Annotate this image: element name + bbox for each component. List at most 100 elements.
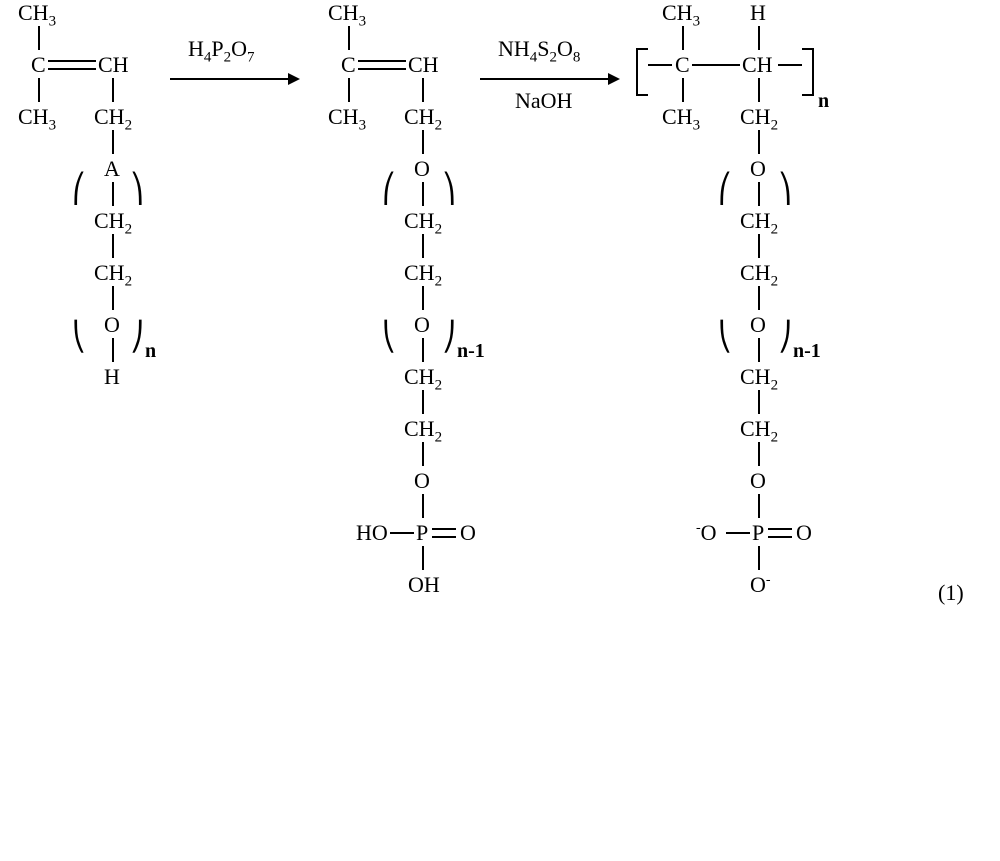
molA-CH: CH <box>98 52 129 78</box>
molC-O-right: O <box>796 520 812 546</box>
molB-bond-P-Or-2 <box>432 536 456 538</box>
molC-lbracket-bot <box>636 94 648 96</box>
molB-OH: OH <box>408 572 440 598</box>
molB-O-b: O <box>414 156 430 182</box>
molC-O-e: O <box>750 312 766 338</box>
molC-bond-CH2f-CH2g <box>758 390 760 414</box>
molC-bond-open-left <box>648 64 672 66</box>
molB-bond-CH3top-C <box>348 26 350 50</box>
arrow1-label-top: H4P2O7 <box>188 36 255 66</box>
equation-number: (1) <box>938 580 964 606</box>
molB-bond-CtoCH-1 <box>358 60 406 62</box>
molA-paren-top: ⎛ <box>72 172 86 206</box>
arrow2-label-bot: NaOH <box>515 88 572 114</box>
molA-C: C <box>31 52 46 78</box>
molC-H-top: H <box>750 0 766 26</box>
molA-bond-C-CH3mid <box>38 78 40 102</box>
molB-paren-top-l: ⎛ <box>382 172 396 206</box>
molC-outer-sub: n <box>818 90 829 113</box>
molC-bond-P-Or-2 <box>768 536 792 538</box>
molC-bond-CH2a-Ob <box>758 130 760 154</box>
molC-bond-P-Or-1 <box>768 528 792 530</box>
molB-bond-CH2f-CH2g <box>422 390 424 414</box>
molA-bond-CH-CH2a <box>112 78 114 102</box>
molC-bond-C-CH <box>692 64 740 66</box>
molC-bond-Htop-CH <box>758 26 760 50</box>
molA-bond-CH2c-O <box>112 286 114 310</box>
molC-bond-P-Ominusbot <box>758 546 760 570</box>
molC-rbracket-side <box>812 48 814 96</box>
molB-CH3-mid: CH3 <box>328 104 366 134</box>
molB-bond-CH2g-Oh <box>422 442 424 466</box>
molC-bond-CH2g-Oh <box>758 442 760 466</box>
molC-paren-top-l: ⎛ <box>718 172 732 206</box>
molA-bond-A-CH2b <box>112 182 114 206</box>
molB-paren-bot-r: ⎠ <box>442 320 456 354</box>
molB-bond-P-OH <box>422 546 424 570</box>
molB-paren-top-r: ⎞ <box>442 172 456 206</box>
molB-bond-Ob-CH2c <box>422 182 424 206</box>
molB-C: C <box>341 52 356 78</box>
molB-HO: HO <box>356 520 388 546</box>
molB-paren-bot-l: ⎝ <box>382 320 396 354</box>
molC-paren-bot-r: ⎠ <box>778 320 792 354</box>
molA-paren-top-r: ⎞ <box>130 172 144 206</box>
arrow1-head <box>288 73 300 85</box>
molC-paren-top-r: ⎞ <box>778 172 792 206</box>
molC-bond-CH2d-Oe <box>758 286 760 310</box>
molC-CH3-mid: CH3 <box>662 104 700 134</box>
arrow1-line <box>170 78 290 80</box>
molC-bond-CH3top-C <box>682 26 684 50</box>
molB-P: P <box>416 520 428 546</box>
molC-rbracket-bot <box>802 94 814 96</box>
molC-lbracket-side <box>636 48 638 96</box>
molC-inner-sub: n-1 <box>793 340 821 363</box>
molA-paren-bot-r: ⎠ <box>130 320 144 354</box>
molB-bond-P-Or-1 <box>432 528 456 530</box>
molC-bond-Oe-CH2f <box>758 338 760 362</box>
molB-O-h: O <box>414 468 430 494</box>
molC-O-h: O <box>750 468 766 494</box>
molC-bond-CH2c-CH2d <box>758 234 760 258</box>
molB-bond-C-CH3mid <box>348 78 350 102</box>
molA-repeat-sub: n <box>145 340 156 363</box>
molC-CH: CH <box>742 52 773 78</box>
molC-bond-P-Ominus <box>726 532 750 534</box>
molA-A-label: A <box>104 156 120 182</box>
molA-bond-CH2a-A <box>112 130 114 154</box>
molA-bond-CtoCH-1 <box>48 60 96 62</box>
molB-bond-CtoCH-2 <box>358 68 406 70</box>
molC-bond-C-CH3mid <box>682 78 684 102</box>
molB-bond-CH2a-Ob <box>422 130 424 154</box>
molA-bond-CtoCH-2 <box>48 68 96 70</box>
molB-O-right: O <box>460 520 476 546</box>
molB-CH: CH <box>408 52 439 78</box>
molB-O-e: O <box>414 312 430 338</box>
molB-bond-CH2d-Oe <box>422 286 424 310</box>
molC-paren-bot-l: ⎝ <box>718 320 732 354</box>
molC-bond-Oh-P <box>758 494 760 518</box>
molB-bond-Oh-P <box>422 494 424 518</box>
molB-bond-P-HO <box>390 532 414 534</box>
arrow2-line <box>480 78 610 80</box>
molA-CH3-mid: CH3 <box>18 104 56 134</box>
molB-bond-Oe-CH2f <box>422 338 424 362</box>
molB-repeat-sub: n-1 <box>457 340 485 363</box>
molA-H: H <box>104 364 120 390</box>
molC-bond-open-right <box>778 64 802 66</box>
molC-bond-CH-CH2a <box>758 78 760 102</box>
molB-bond-CH-CH2a <box>422 78 424 102</box>
molB-bond-CH2c-CH2d <box>422 234 424 258</box>
molA-paren-bot: ⎝ <box>72 320 86 354</box>
molC-Ominus-left: -O <box>696 520 717 546</box>
molA-O: O <box>104 312 120 338</box>
arrow2-head <box>608 73 620 85</box>
molC-P: P <box>752 520 764 546</box>
reaction-scheme: CH3 C CH CH3 CH2 A ⎛ ⎞ CH2 CH2 O ⎝ ⎠ n H… <box>0 0 1000 861</box>
molC-C: C <box>675 52 690 78</box>
molC-bond-Ob-CH2c <box>758 182 760 206</box>
molC-O-b: O <box>750 156 766 182</box>
arrow2-label-top: NH4S2O8 <box>498 36 580 66</box>
molA-bond-O-H <box>112 338 114 362</box>
molC-Ominus-bot: O- <box>750 572 771 598</box>
